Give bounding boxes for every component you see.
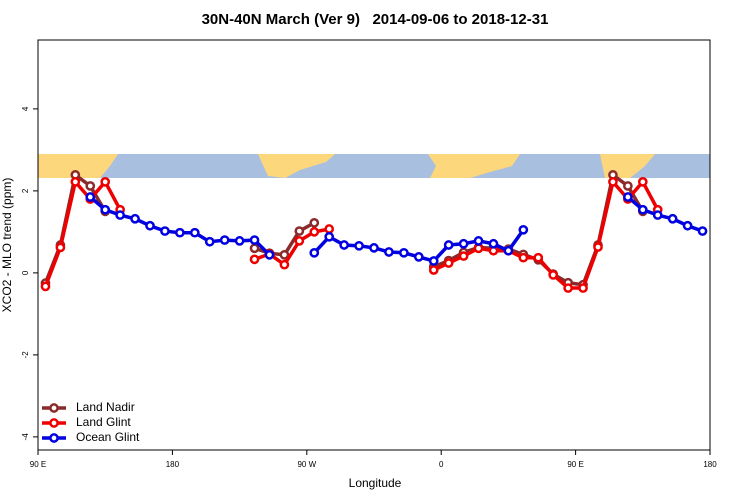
x-tick-label: 90 E — [567, 460, 583, 469]
point — [578, 283, 588, 293]
legend-label: Land Glint — [76, 415, 131, 429]
point — [85, 192, 96, 202]
point — [623, 192, 633, 202]
point — [264, 249, 275, 260]
legend-marker — [49, 418, 59, 428]
point — [384, 247, 394, 257]
point — [608, 177, 618, 187]
point — [294, 226, 305, 236]
point — [443, 258, 454, 268]
point — [682, 220, 693, 231]
point — [55, 242, 66, 253]
point — [279, 259, 290, 270]
x-tick-label: 90 E — [30, 460, 46, 469]
point — [249, 254, 260, 265]
x-tick-label: 180 — [703, 460, 717, 469]
point — [593, 242, 603, 252]
point — [279, 249, 290, 260]
point — [100, 204, 111, 215]
point — [324, 231, 335, 242]
point — [413, 252, 424, 262]
point — [354, 240, 364, 251]
y-tick-label: 2 — [21, 188, 30, 193]
x-tick-label: 180 — [166, 460, 180, 469]
point — [100, 177, 111, 187]
point — [249, 235, 260, 245]
point — [473, 236, 484, 246]
point — [637, 177, 648, 187]
point — [443, 240, 454, 250]
point — [533, 252, 544, 263]
point — [309, 227, 320, 237]
point — [458, 238, 469, 249]
point — [309, 247, 320, 258]
point — [623, 181, 633, 191]
point — [145, 220, 155, 231]
series-line — [43, 178, 660, 290]
point — [399, 247, 409, 258]
legend-label: Land Nadir — [76, 400, 135, 414]
x-tick-label: 90 W — [297, 460, 316, 469]
point — [85, 181, 96, 191]
point — [518, 252, 529, 263]
x-axis-label: Longitude — [349, 476, 402, 490]
point — [428, 265, 439, 275]
point — [234, 236, 245, 246]
point — [369, 243, 379, 253]
point — [160, 226, 170, 236]
chart-title: 30N-40N March (Ver 9) 2014-09-06 to 2018… — [202, 11, 549, 28]
point — [219, 235, 230, 245]
y-tick-label: 0 — [21, 270, 30, 275]
legend-marker — [49, 403, 59, 413]
y-axis-label: XCO2 - MLO trend (ppm) — [0, 178, 14, 313]
point — [70, 177, 81, 187]
point — [175, 227, 185, 238]
point — [518, 224, 529, 235]
point — [294, 236, 305, 246]
x-tick-label: 0 — [439, 460, 444, 469]
point — [503, 245, 514, 256]
point — [339, 240, 349, 250]
legend-marker — [49, 433, 59, 443]
y-tick-label: -4 — [21, 433, 30, 441]
point — [637, 204, 648, 215]
point — [458, 251, 469, 261]
point — [115, 210, 125, 220]
point — [130, 213, 140, 224]
point — [204, 236, 215, 247]
point — [667, 213, 678, 224]
point — [324, 224, 335, 234]
series-line — [43, 171, 645, 287]
legend-label: Ocean Glint — [76, 430, 140, 444]
point — [428, 256, 439, 266]
point — [563, 283, 573, 293]
plot-frame — [37, 39, 711, 451]
map-band — [38, 154, 710, 178]
point — [697, 226, 708, 236]
point — [652, 210, 663, 220]
point — [309, 218, 320, 228]
point — [473, 243, 484, 254]
point — [40, 281, 51, 292]
y-tick-label: 4 — [21, 106, 30, 111]
point — [249, 243, 260, 254]
point — [488, 238, 499, 249]
point — [189, 227, 200, 238]
y-tick-label: -2 — [21, 351, 30, 359]
point — [548, 270, 559, 280]
